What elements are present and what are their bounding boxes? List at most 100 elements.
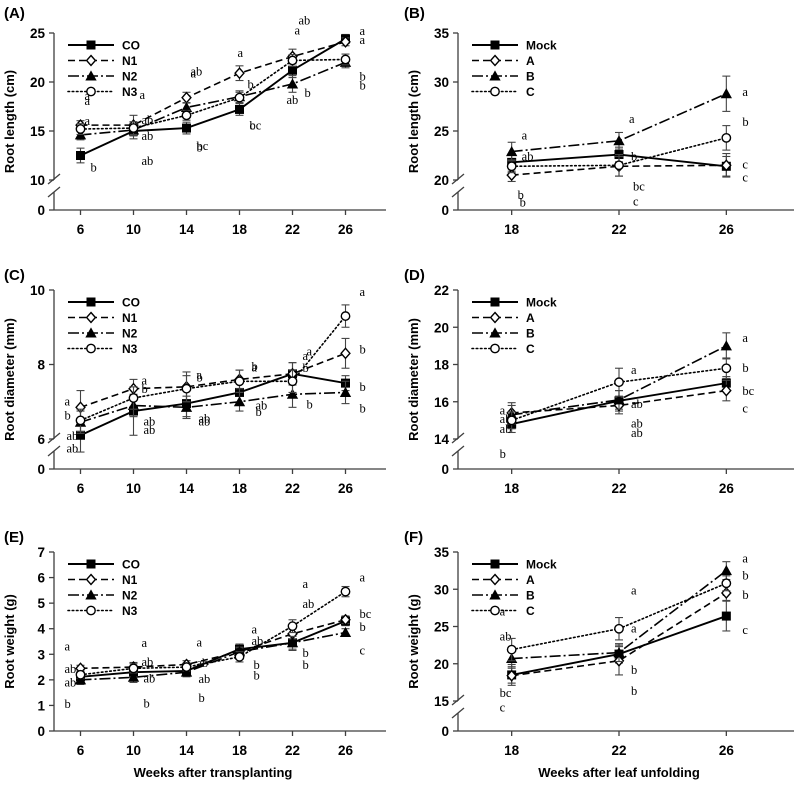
marker-filled-square <box>86 297 96 307</box>
significance-letter: ab <box>142 129 154 143</box>
marker-filled-triangle <box>489 589 501 600</box>
marker-open-circle <box>181 662 192 672</box>
marker-open-circle <box>721 578 732 589</box>
marker-open-circle <box>506 161 517 172</box>
x-tick-label: 26 <box>338 743 354 758</box>
legend-label-n1: N1 <box>122 573 138 587</box>
significance-letter: b <box>248 78 254 92</box>
significance-letter: ab <box>199 672 211 686</box>
panel-c: (C) 0 6 8 10 6 10 14 18 22 26 Root diameter (mm) b b b… <box>0 262 400 524</box>
significance-letter: a <box>500 403 506 417</box>
marker-open-diamond <box>489 573 501 586</box>
significance-letter: c <box>360 644 366 658</box>
significance-letter: ab <box>631 397 643 411</box>
x-tick-label: 10 <box>126 743 141 758</box>
significance-letter: a <box>140 88 146 102</box>
x-axis-title: Weeks after leaf unfolding <box>538 765 700 780</box>
x-tick-label: 14 <box>179 481 195 496</box>
panel-label-e: (E) <box>4 529 24 546</box>
y-tick-label: 35 <box>434 26 450 41</box>
marker-open-circle <box>128 663 139 674</box>
significance-letter: ab <box>522 149 534 163</box>
panel-b: (B) 0 20 25 30 35 18 22 26 Root length (cm) ab b c b b… <box>400 0 800 265</box>
significance-letter: c <box>742 623 748 637</box>
significance-letter: b <box>254 658 260 672</box>
marker-open-circle <box>287 55 298 66</box>
y-tick-label: 5 <box>37 596 45 611</box>
legend-label-b: B <box>526 70 535 84</box>
y-tick-label: 25 <box>434 620 450 635</box>
y-axis-title: Root weight (g) <box>406 594 421 689</box>
marker-filled-triangle <box>85 70 97 81</box>
legend-label-n2: N2 <box>122 589 138 603</box>
marker-filled-triangle <box>613 394 625 405</box>
significance-letter: a <box>191 67 197 81</box>
significance-letter: b <box>631 684 637 698</box>
significance-letter: b <box>518 188 524 202</box>
y-tick-label: 7 <box>37 545 45 560</box>
marker-filled-square <box>490 297 500 307</box>
significance-letter: b <box>65 408 71 422</box>
significance-letter: a <box>238 46 244 60</box>
marker-open-diamond <box>85 573 97 586</box>
legend-label-co: CO <box>122 296 140 310</box>
marker-filled-triangle <box>339 626 352 638</box>
legend <box>67 297 115 354</box>
significance-letter: a <box>631 584 637 598</box>
legend-label-c: C <box>526 342 535 356</box>
significance-letter: ab <box>144 423 156 437</box>
marker-filled-square <box>235 104 244 114</box>
marker-filled-triangle <box>180 401 193 412</box>
significance-letter: a <box>500 605 506 619</box>
significance-letter: ab <box>197 656 209 670</box>
marker-open-circle <box>234 376 245 387</box>
y-tick-label: 0 <box>441 462 449 477</box>
marker-filled-triangle <box>613 646 625 658</box>
legend <box>67 40 115 97</box>
y-tick-label: 20 <box>434 320 449 335</box>
marker-open-diamond <box>85 54 97 67</box>
legend-label-n2: N2 <box>122 70 138 84</box>
y-tick-label: 2 <box>37 673 45 688</box>
marker-open-circle <box>287 376 298 387</box>
y-tick-label: 3 <box>37 647 45 662</box>
y-tick-label: 30 <box>434 582 449 597</box>
x-tick-label: 14 <box>179 743 195 758</box>
significance-letter: b <box>197 371 203 385</box>
significance-letter: ab <box>199 414 211 428</box>
legend <box>471 559 519 616</box>
marker-open-circle <box>490 343 500 354</box>
legend-label-co: CO <box>122 558 140 572</box>
significance-letter: ab <box>65 662 77 676</box>
significance-letter: b <box>256 405 262 419</box>
y-tick-label: 14 <box>434 432 450 447</box>
significance-letter: a <box>197 636 203 650</box>
significance-letter: ab <box>500 412 512 426</box>
marker-filled-square <box>288 65 297 75</box>
marker-open-diamond <box>85 311 97 324</box>
x-tick-label: 22 <box>285 222 300 237</box>
x-tick-label: 26 <box>338 222 354 237</box>
significance-letter: a <box>742 85 748 99</box>
significance-letter: ab <box>256 398 268 412</box>
marker-filled-triangle <box>286 78 299 89</box>
panel-e: (E) 0 1 2 3 4 5 6 7 6 10 14 18 22 26 Root weight (g) Wee… <box>0 524 400 789</box>
significance-letter: a <box>307 344 313 358</box>
marker-filled-triangle <box>286 388 299 399</box>
marker-open-circle <box>490 86 500 97</box>
panel-label-b: (B) <box>404 5 425 22</box>
significance-letter: a <box>142 374 148 388</box>
legend-label-mock: Mock <box>526 39 557 53</box>
significance-letter: a <box>631 363 637 377</box>
series-c <box>506 575 732 662</box>
marker-open-circle <box>181 383 192 394</box>
axes <box>49 551 386 736</box>
significance-letter: ab <box>67 429 79 443</box>
significance-letter: b <box>252 359 258 373</box>
marker-open-circle <box>287 621 298 632</box>
legend-label-a: A <box>526 54 535 68</box>
significance-letter: b <box>199 691 205 705</box>
y-axis-title: Root length (cm) <box>406 70 421 173</box>
marker-open-circle <box>86 86 96 97</box>
